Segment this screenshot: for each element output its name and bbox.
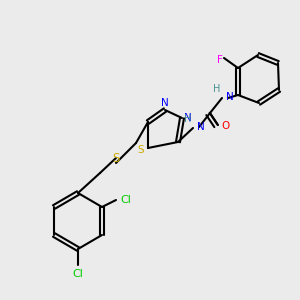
Text: H: H — [213, 84, 220, 94]
Text: H: H — [184, 114, 191, 124]
Text: O: O — [221, 121, 229, 131]
Text: N: N — [161, 98, 169, 108]
Text: S: S — [112, 152, 120, 164]
Text: Cl: Cl — [120, 195, 131, 205]
Text: N: N — [197, 122, 205, 132]
Text: F: F — [217, 55, 223, 65]
Text: S: S — [137, 145, 144, 155]
Text: N: N — [184, 113, 192, 123]
Text: N: N — [226, 92, 234, 102]
Text: Cl: Cl — [73, 269, 83, 279]
